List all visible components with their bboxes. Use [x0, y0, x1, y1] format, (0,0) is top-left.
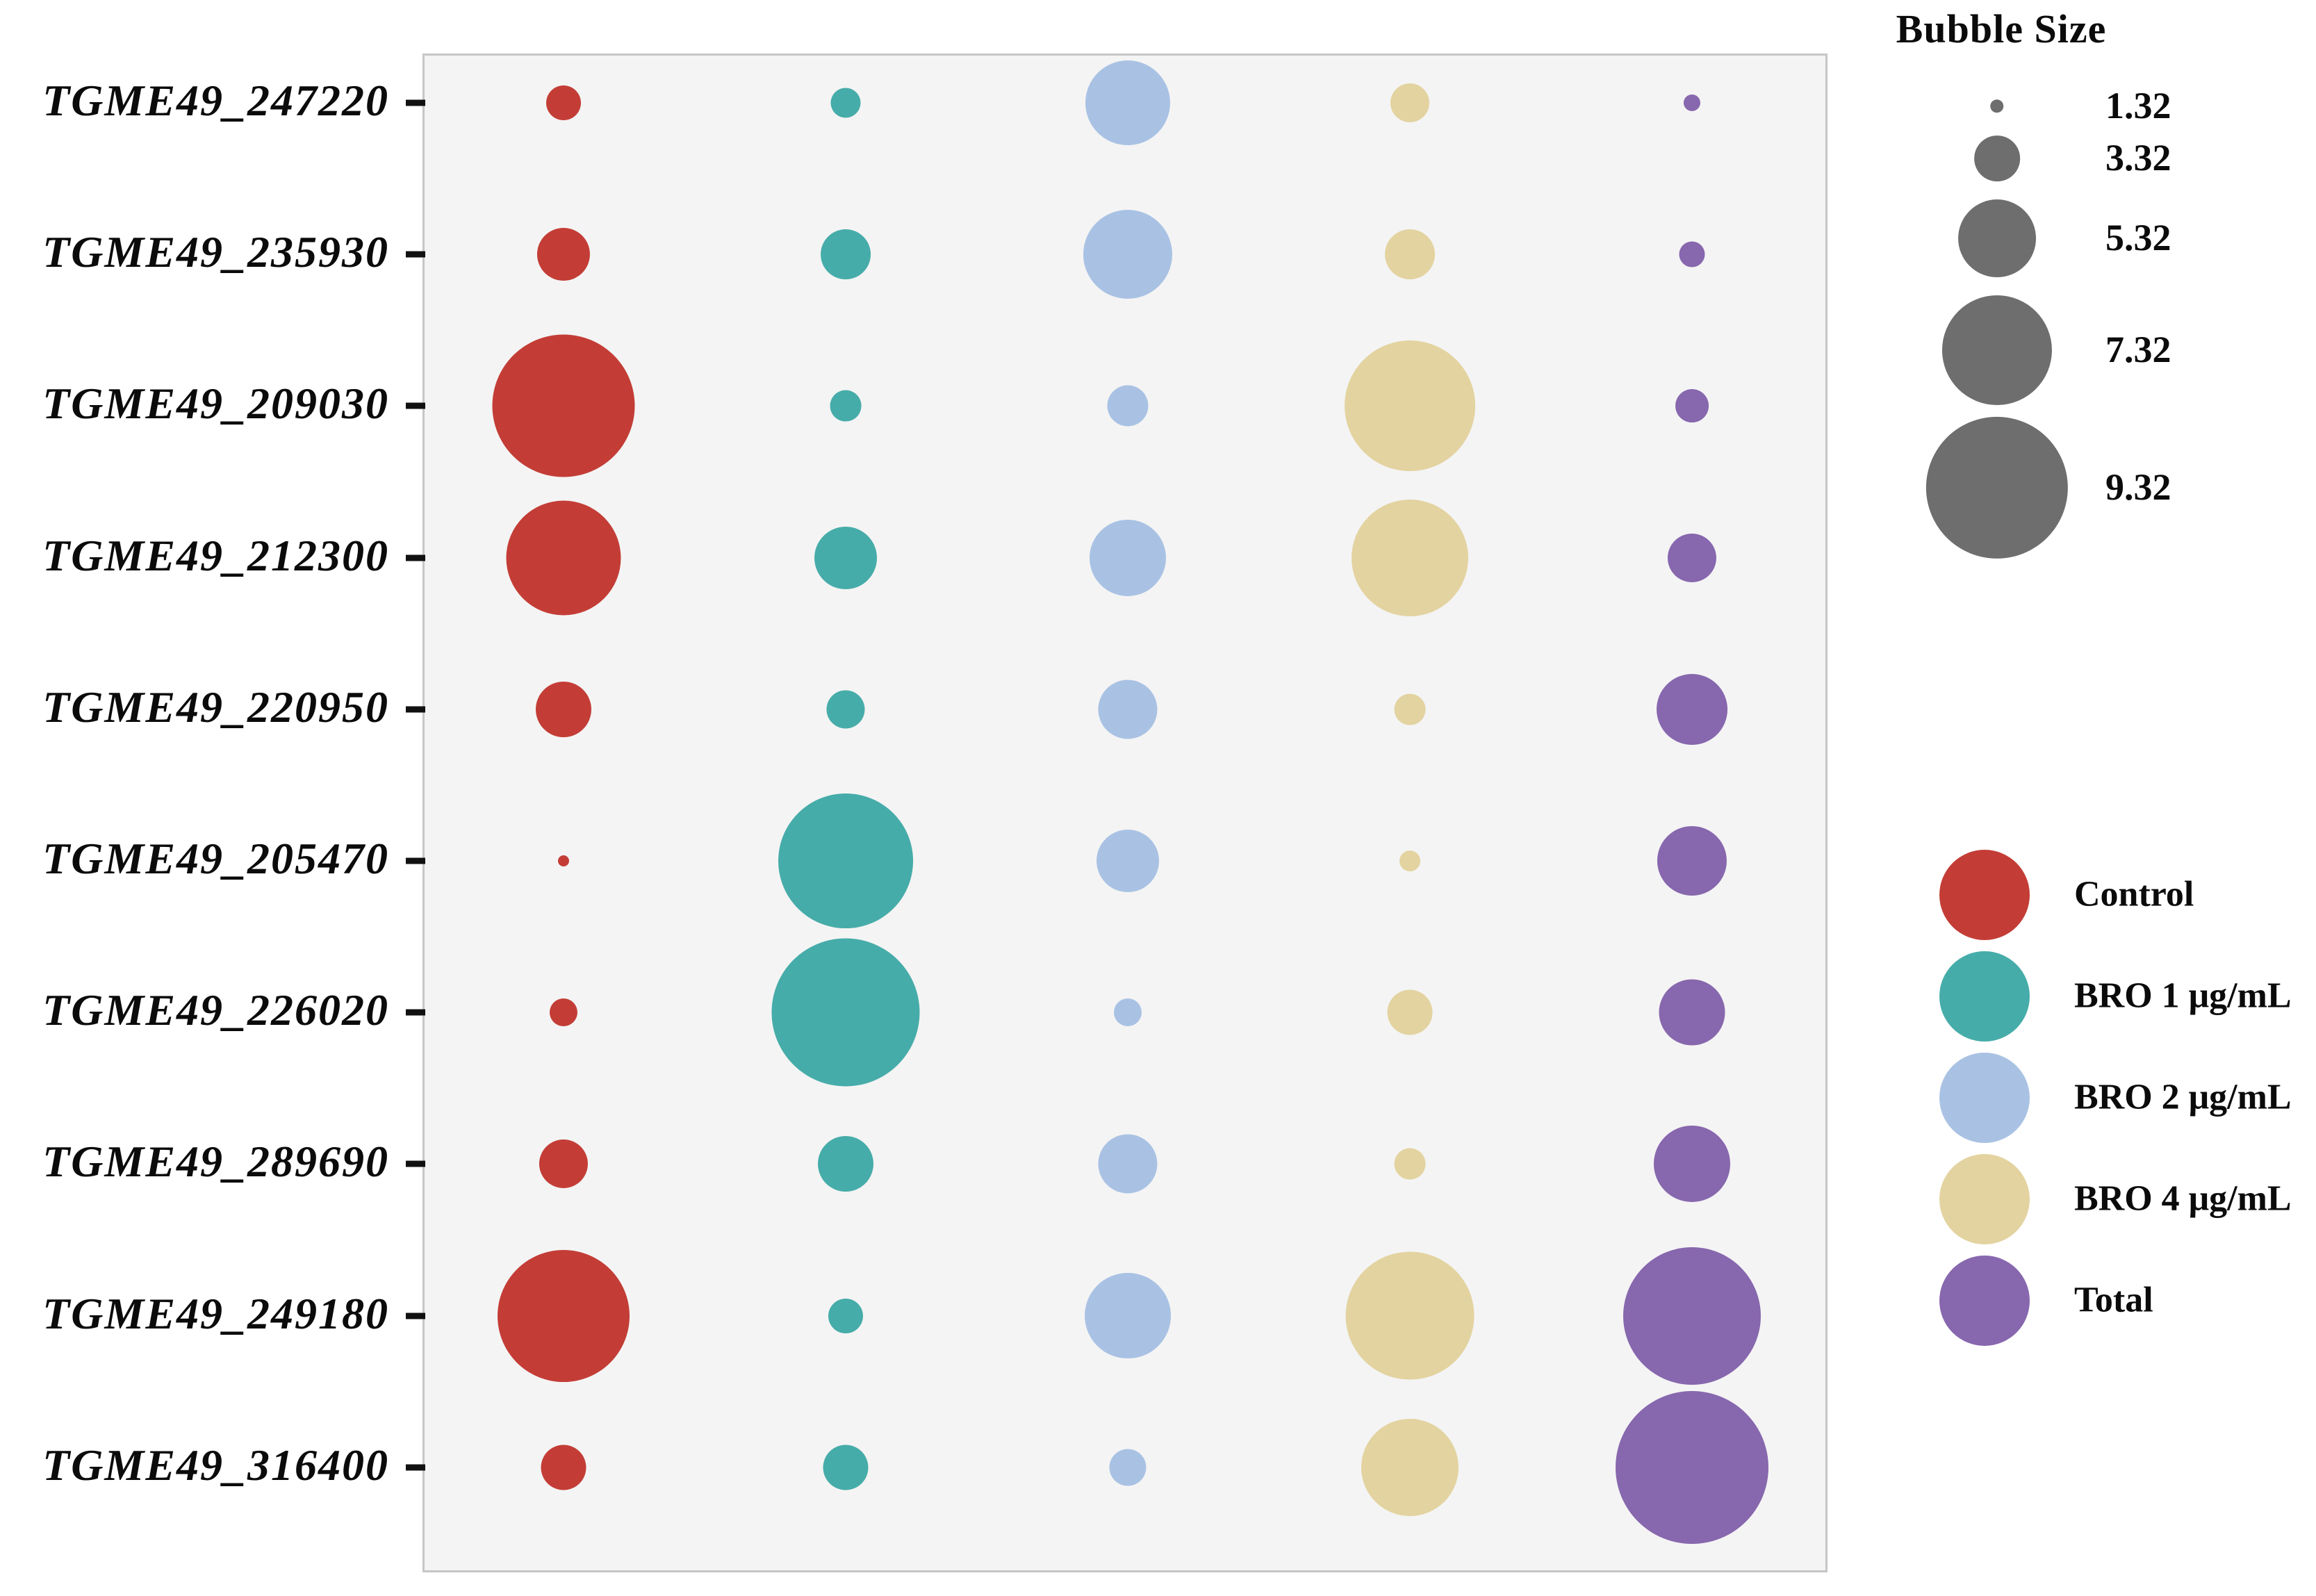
bubble [821, 229, 871, 280]
bubble [828, 1298, 863, 1333]
color-legend-label: BRO 1 μg/mL [2074, 976, 2292, 1016]
bubble [1098, 1134, 1158, 1194]
color-legend-swatch [1939, 951, 2030, 1042]
color-legend-label: Control [2074, 874, 2194, 914]
size-legend-circle [1925, 416, 2069, 559]
bubble [1623, 1247, 1761, 1385]
y-axis-label: TGME49_316400 [42, 1440, 389, 1490]
bubble [1394, 693, 1426, 725]
bubble [1387, 989, 1433, 1035]
y-axis-label: TGME49_247220 [42, 76, 389, 126]
bubble [1085, 1272, 1171, 1359]
color-legend-label: BRO 4 μg/mL [2074, 1178, 2292, 1219]
y-axis-label: TGME49_212300 [42, 530, 389, 580]
bubble [818, 1136, 873, 1192]
bubble [1394, 1148, 1426, 1180]
bubble [541, 1445, 586, 1490]
bubble [1616, 1390, 1768, 1544]
y-axis-tick [406, 251, 425, 258]
bubble [778, 793, 913, 928]
bubble [1089, 519, 1167, 596]
bubble [1675, 389, 1709, 423]
bubble [1683, 94, 1701, 112]
bubble [1657, 825, 1727, 896]
bubble [1399, 850, 1420, 871]
bubble [1667, 533, 1717, 582]
y-axis-tick [406, 554, 425, 561]
y-axis-tick [406, 1009, 425, 1016]
color-legend-label: BRO 2 μg/mL [2074, 1077, 2292, 1117]
y-axis-label: TGME49_226020 [42, 985, 389, 1035]
y-axis-tick [406, 706, 425, 713]
y-axis-tick [406, 402, 425, 409]
bubble [536, 681, 591, 737]
size-legend-value: 3.32 [2105, 136, 2171, 179]
bubble [1390, 83, 1429, 122]
bubble [826, 690, 865, 729]
size-legend-circle [1941, 295, 2053, 406]
color-legend-swatch [1939, 850, 2030, 940]
bubble [1345, 1251, 1475, 1381]
bubble [830, 88, 861, 118]
bubble [1113, 998, 1142, 1027]
y-axis-label: TGME49_209030 [42, 379, 389, 429]
bubble [1659, 979, 1725, 1046]
bubble [1097, 830, 1159, 892]
bubble [1679, 241, 1705, 268]
bubble [546, 85, 581, 120]
y-axis-tick [406, 99, 425, 106]
bubble [1385, 229, 1435, 280]
size-legend-circle [1958, 199, 2036, 277]
y-axis-label: TGME49_289690 [42, 1137, 389, 1187]
y-axis-label: TGME49_235930 [42, 227, 389, 277]
y-axis-tick [406, 857, 425, 864]
y-axis-label: TGME49_220950 [42, 682, 389, 732]
bubble [1098, 680, 1158, 739]
y-axis-tick [406, 1464, 425, 1471]
y-axis-tick [406, 1160, 425, 1167]
bubble [823, 1445, 869, 1490]
bubble [1361, 1418, 1459, 1516]
color-legend-label: Total [2074, 1280, 2153, 1320]
size-legend-value: 7.32 [2105, 328, 2171, 370]
color-legend-swatch [1939, 1053, 2030, 1143]
size-legend-circle [1974, 135, 2020, 181]
bubble [1345, 340, 1475, 472]
bubble [1653, 1126, 1731, 1203]
size-legend-value: 1.32 [2105, 84, 2171, 126]
y-axis-tick [406, 1313, 425, 1319]
bubble [539, 1140, 589, 1189]
bubble [498, 1249, 630, 1382]
bubble [1109, 1449, 1147, 1486]
bubble [830, 390, 862, 422]
size-legend-value: 9.32 [2105, 466, 2171, 508]
bubble [1107, 385, 1149, 427]
color-legend-swatch [1939, 1256, 2030, 1346]
bubble [1085, 60, 1171, 146]
bubble [1657, 673, 1727, 745]
bubble [814, 526, 877, 589]
bubble [1083, 210, 1173, 299]
size-legend-title: Bubble Size [1896, 6, 2107, 51]
color-legend-swatch [1939, 1154, 2030, 1244]
size-legend-value: 5.32 [2105, 216, 2171, 258]
bubble [1351, 499, 1469, 616]
bubble [771, 938, 920, 1087]
bubble [506, 500, 621, 616]
y-axis-label: TGME49_205470 [42, 834, 389, 884]
bubble [557, 855, 570, 867]
bubble [492, 334, 635, 477]
y-axis-label: TGME49_249180 [42, 1288, 389, 1338]
bubble [549, 998, 578, 1027]
bubble [536, 228, 591, 281]
size-legend-circle [1990, 99, 2004, 113]
